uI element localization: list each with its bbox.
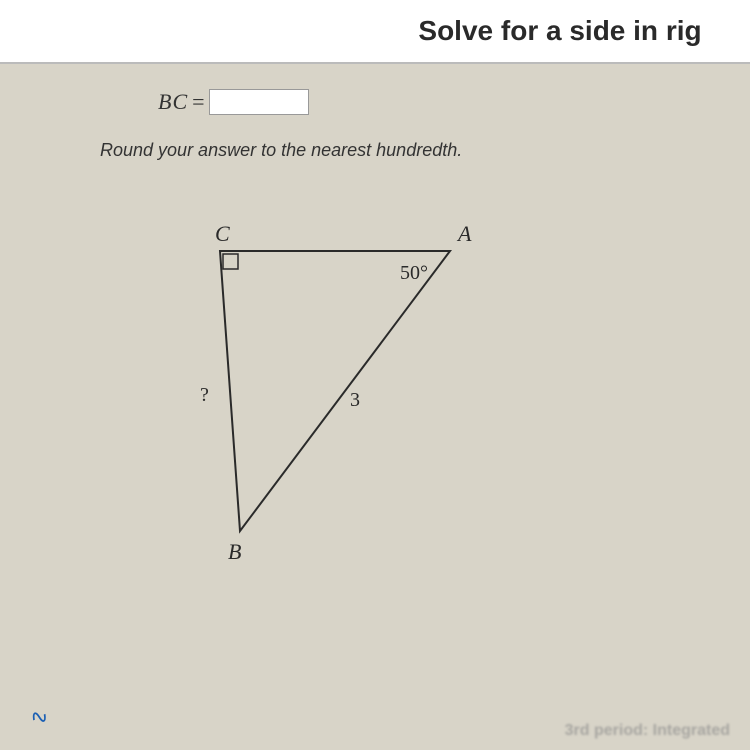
- triangle-diagram: C A B 50°? 3: [150, 211, 550, 611]
- angle-a-label: 50°: [400, 262, 428, 284]
- vertex-a-label: A: [456, 221, 472, 246]
- page-header: Solve for a side in rig: [0, 0, 750, 64]
- header-title: Solve for a side in rig: [0, 15, 750, 47]
- triangle-shape: [220, 251, 450, 531]
- side-label: BC: [158, 89, 188, 115]
- content-area: BC = Round your answer to the nearest hu…: [0, 64, 750, 611]
- footer-text: 3rd period: Integrated: [545, 712, 750, 750]
- corner-glyph: ∿: [26, 702, 52, 733]
- equation-row: BC =: [158, 89, 750, 115]
- vertex-b-label: B: [228, 539, 241, 564]
- side-bc-label: ?: [200, 384, 209, 406]
- side-ab-label: 3: [350, 389, 360, 411]
- instruction-text: Round your answer to the nearest hundred…: [100, 140, 750, 161]
- equals-sign: =: [192, 89, 204, 115]
- vertex-c-label: C: [215, 221, 230, 246]
- answer-input[interactable]: [209, 89, 309, 115]
- right-angle-icon: [223, 254, 238, 269]
